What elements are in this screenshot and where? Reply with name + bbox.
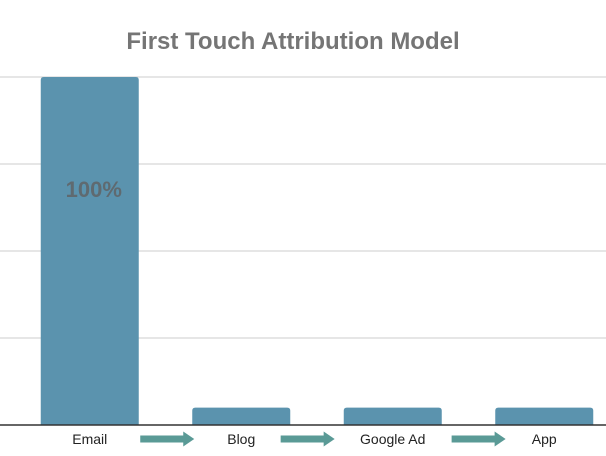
flow-arrow-icon — [140, 431, 195, 447]
x-axis-tick-labels: Email Blog Google Ad App — [72, 431, 557, 447]
flow-arrow-icon — [280, 431, 335, 447]
bar-email — [40, 77, 139, 425]
tick-label-blog: Blog — [227, 431, 255, 447]
bar-google-ad — [343, 407, 442, 425]
bars — [40, 77, 594, 425]
flow-arrows — [140, 431, 506, 447]
bar-blog — [192, 407, 291, 425]
bar-app — [495, 407, 594, 425]
tick-label-email: Email — [72, 431, 107, 447]
data-label-email: 100% — [66, 177, 122, 202]
tick-label-google-ad: Google Ad — [360, 431, 425, 447]
flow-arrow-icon — [451, 431, 506, 447]
data-labels: 100% — [66, 177, 122, 202]
chart-title: First Touch Attribution Model — [126, 28, 459, 55]
tick-label-app: App — [532, 431, 557, 447]
